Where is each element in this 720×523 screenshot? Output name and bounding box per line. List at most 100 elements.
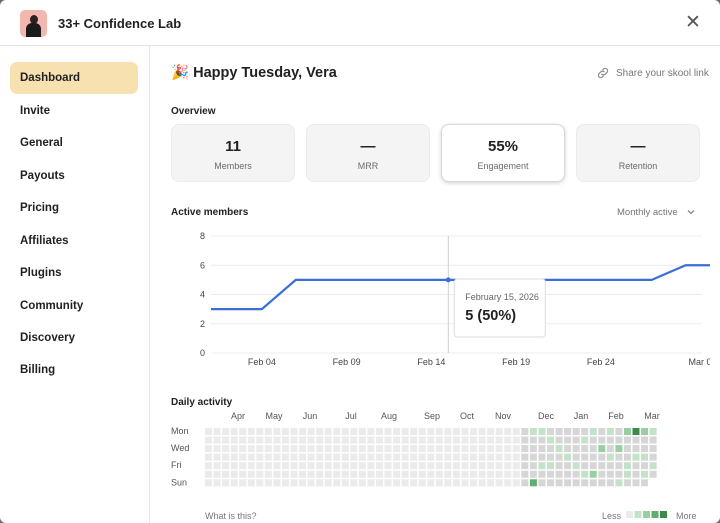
activity-cell [478,428,486,435]
sidebar-item-payouts[interactable]: Payouts [20,170,65,182]
activity-cell [230,445,238,453]
activity-cell [384,445,392,453]
sidebar-item-dashboard[interactable]: Dashboard [10,62,138,94]
sidebar-item-plugins[interactable]: Plugins [20,267,62,279]
activity-cell [247,479,255,487]
activity-cell [615,428,623,435]
activity-cell [598,453,606,461]
activity-cell [555,445,563,453]
activity-cell [606,428,614,435]
activity-cell [615,436,623,444]
activity-cell [427,436,435,444]
activity-cell [538,436,546,444]
activity-cell [470,470,478,478]
activity-cell [495,436,503,444]
activity-cell [376,436,383,444]
activity-cell [230,428,238,435]
sidebar-item-billing[interactable]: Billing [20,364,56,376]
activity-cell [316,453,324,461]
activity-cell [555,428,563,435]
sidebar-item-community[interactable]: Community [20,300,84,312]
sidebar-item-affiliates[interactable]: Affiliates [20,235,69,247]
activity-cell [341,436,349,444]
activity-cell [281,428,289,435]
activity-cell [649,436,657,444]
activity-cell [495,479,503,487]
activity-cell [615,479,623,487]
activity-cell [401,428,409,435]
activity-cell [606,453,614,461]
activity-cell [512,462,520,470]
activity-cell [213,462,221,470]
page-title: 🎉 Happy Tuesday, Vera [171,64,337,81]
activity-cell [521,470,529,478]
weekday-label: Fri [171,460,182,470]
activity-cell [290,470,298,478]
activity-cell [529,445,537,453]
activity-cell [333,436,341,444]
activity-cell [222,453,230,461]
activity-cell [341,428,349,435]
activity-cell [547,453,554,461]
sidebar-item-discovery[interactable]: Discovery [20,332,75,344]
activity-cell [247,428,255,435]
activity-cell [487,453,495,461]
activity-cell [307,470,315,478]
stat-value: — [630,138,646,155]
stat-value: — [360,138,376,155]
stat-card-engagement[interactable]: 55% Engagement [441,124,565,182]
activity-cell [487,462,495,470]
activity-cell [495,453,503,461]
activity-cell [589,428,597,435]
sidebar-item-pricing[interactable]: Pricing [20,202,59,214]
activity-cell [623,428,631,435]
activity-cell [564,445,572,453]
activity-cell [213,436,221,444]
stat-label: MRR [357,161,379,171]
activity-cell [247,462,255,470]
activity-cell [316,428,324,435]
sidebar-item-general[interactable]: General [20,137,63,149]
stat-card-members[interactable]: 11 Members [171,124,295,182]
activity-cell [213,470,221,478]
activity-cell [538,479,546,487]
activity-cell [632,479,640,487]
activity-cell [341,479,349,487]
activity-cell [444,462,452,470]
activity-cell [222,470,230,478]
activity-cell [521,428,529,435]
tooltip-date: February 15, 2026 [465,292,539,302]
activity-cell [273,453,281,461]
what-is-this-link[interactable]: What is this? [205,511,257,521]
share-link-button[interactable]: Share your skool link [596,66,709,80]
activity-cell [376,428,383,435]
main-content: 🎉 Happy Tuesday, Vera Share your skool l… [150,46,720,523]
sidebar-item-invite[interactable]: Invite [20,105,51,117]
activity-cell [307,453,315,461]
month-label: Mar [644,411,660,421]
activity-cell [213,453,221,461]
activity-cell [589,462,597,470]
stat-card-mrr[interactable]: — MRR [306,124,430,182]
activity-cell [572,445,580,453]
activity-cell [410,428,418,435]
activity-cell [538,445,546,453]
activity-cell [205,428,212,435]
activity-cell [239,479,247,487]
legend-less-label: Less [602,511,622,521]
close-icon[interactable]: ✕ [685,12,701,33]
activity-cell [444,428,452,435]
activity-cell [564,462,572,470]
activity-cell [333,445,341,453]
x-tick-label: Mar 02 [689,357,710,367]
range-select[interactable]: Monthly active [617,207,696,218]
activity-cell [529,479,537,487]
activity-cell [435,428,443,435]
activity-cell [504,453,512,461]
activity-cell [427,453,435,461]
activity-cell [384,428,392,435]
activity-cell [222,462,230,470]
stat-card-retention[interactable]: — Retention [576,124,700,182]
activity-cell [333,479,341,487]
activity-cell [230,436,238,444]
